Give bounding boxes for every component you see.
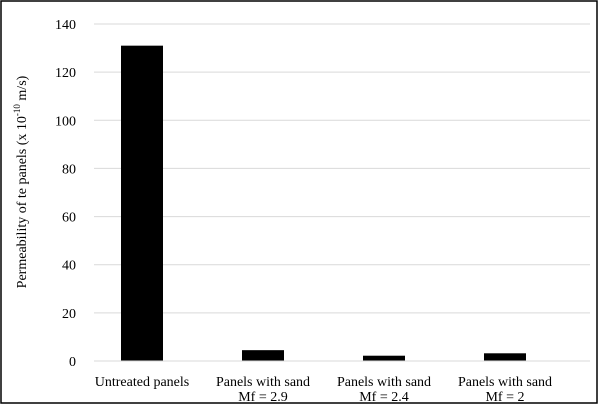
x-category-label-line: Mf = 2.9 — [238, 390, 288, 404]
y-axis-ticks: 0 20 40 60 80 100 120 140 — [55, 18, 76, 370]
y-axis-title-exponent: -10 — [12, 104, 22, 116]
x-axis-categories: Untreated panels Panels with sand Mf = 2.9… — [95, 375, 552, 404]
x-category-label: Panels with sand Mf = 2 — [458, 375, 552, 404]
x-category-label-line: Panels with sand — [458, 375, 552, 390]
y-axis-title-suffix: m/s) — [15, 75, 30, 104]
bar — [121, 45, 163, 362]
y-axis-title-prefix: Permeability of te panels (x 10 — [15, 116, 30, 288]
y-tick-label: 20 — [62, 307, 76, 322]
bars — [121, 45, 526, 362]
x-category-label: Untreated panels — [95, 375, 189, 390]
y-axis-title: Permeability of te panels (x 10-10 m/s) — [12, 75, 30, 288]
y-tick-label: 80 — [62, 162, 76, 177]
x-category-label: Panels with sand Mf = 2.4 — [337, 375, 431, 404]
x-category-label-line: Mf = 2 — [485, 390, 524, 404]
y-tick-label: 60 — [62, 211, 76, 226]
x-category-label-line: Untreated panels — [95, 375, 189, 390]
x-category-label-line: Mf = 2.4 — [359, 390, 409, 404]
y-tick-label: 120 — [55, 66, 76, 81]
bar — [484, 353, 526, 361]
gridlines — [94, 23, 590, 314]
bar — [363, 355, 405, 361]
y-tick-label: 0 — [69, 355, 76, 370]
x-category-label-line: Panels with sand — [216, 375, 310, 390]
bar — [242, 350, 284, 361]
y-tick-label: 40 — [62, 259, 76, 274]
x-category-label-line: Panels with sand — [337, 375, 431, 390]
y-tick-label: 100 — [55, 114, 76, 129]
x-category-label: Panels with sand Mf = 2.9 — [216, 375, 310, 404]
y-tick-label: 140 — [55, 18, 76, 33]
